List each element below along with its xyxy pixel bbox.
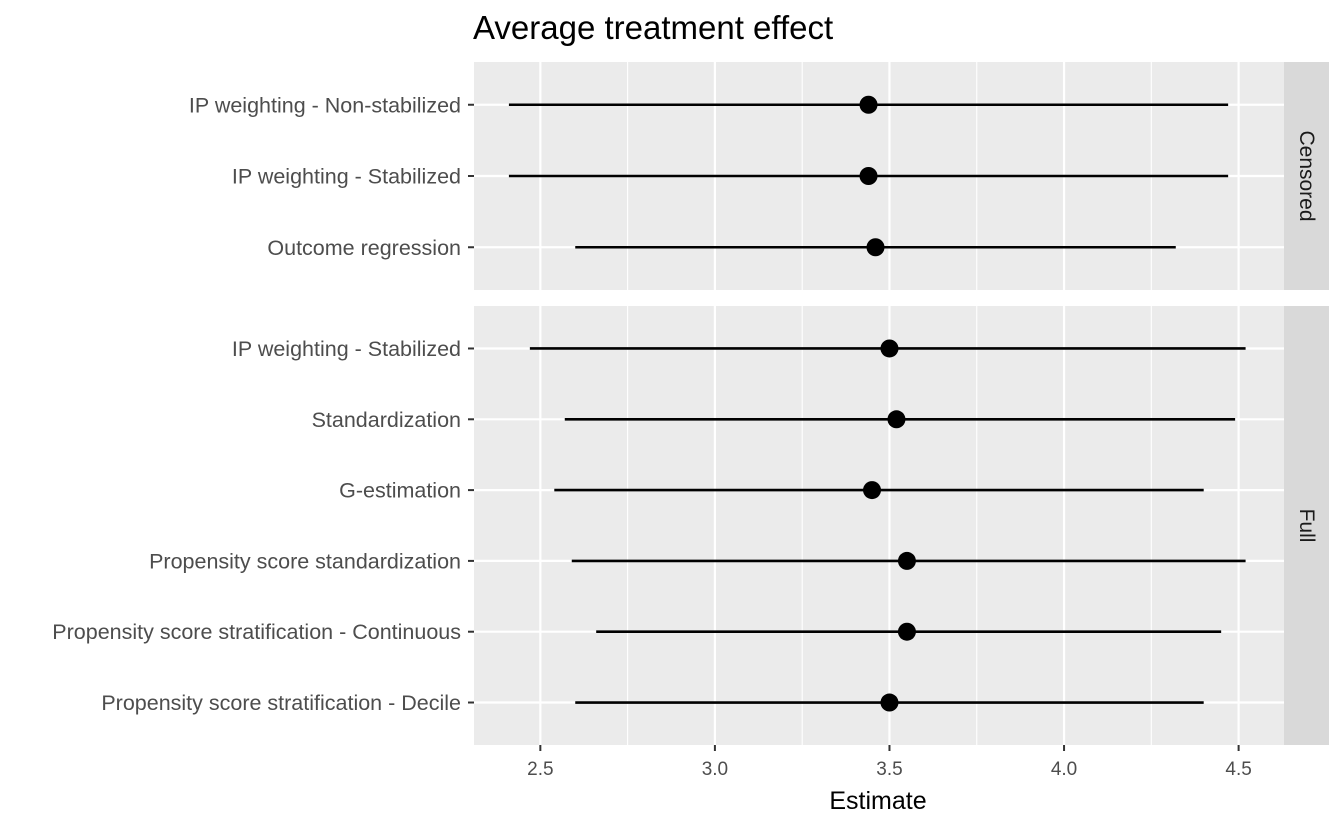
panel-full: IP weighting - Stabilized Standardization… xyxy=(52,306,1329,745)
chart-title: Average treatment effect xyxy=(473,9,833,46)
y-tick-label: Propensity score stratification - Contin… xyxy=(52,620,461,644)
facet-strip-label: Censored xyxy=(1295,130,1318,221)
estimate-point xyxy=(859,167,878,185)
estimate-point xyxy=(880,693,899,712)
y-tick-label: G-estimation xyxy=(339,479,461,503)
y-tick-label: IP weighting - Stabilized xyxy=(232,165,461,189)
estimate-point xyxy=(863,481,882,500)
x-axis: 2.5 3.0 3.5 4.0 4.5 xyxy=(527,745,1252,780)
y-tick-label: Standardization xyxy=(312,408,461,432)
x-axis-title: Estimate xyxy=(829,787,926,815)
facet-strip xyxy=(1284,62,1329,290)
estimate-point xyxy=(887,410,906,429)
y-tick-label: Propensity score stratification - Decile xyxy=(101,691,461,715)
x-tick-label: 2.5 xyxy=(527,759,553,780)
x-tick-label: 4.0 xyxy=(1051,759,1077,780)
y-tick-label: Outcome regression xyxy=(267,236,461,260)
x-tick-label: 3.5 xyxy=(876,759,902,780)
y-tick-label: Propensity score standardization xyxy=(149,549,461,573)
y-tick-label: IP weighting - Non-stabilized xyxy=(189,93,461,117)
estimate-point xyxy=(897,551,916,570)
panels-layer: IP weighting - Non-stabilized IP weightin… xyxy=(52,62,1329,745)
facet-strip-label: Full xyxy=(1295,509,1318,543)
facet-strip xyxy=(1284,306,1329,745)
x-tick-label: 4.5 xyxy=(1225,759,1251,780)
y-tick-label: IP weighting - Stabilized xyxy=(232,337,461,361)
x-tick-label: 3.0 xyxy=(702,759,728,780)
panel-background xyxy=(474,306,1284,745)
estimate-point xyxy=(859,95,878,114)
estimate-point xyxy=(897,622,916,641)
estimate-point xyxy=(866,238,885,257)
panel-censored: IP weighting - Non-stabilized IP weightin… xyxy=(189,62,1329,290)
estimate-point xyxy=(880,339,899,358)
